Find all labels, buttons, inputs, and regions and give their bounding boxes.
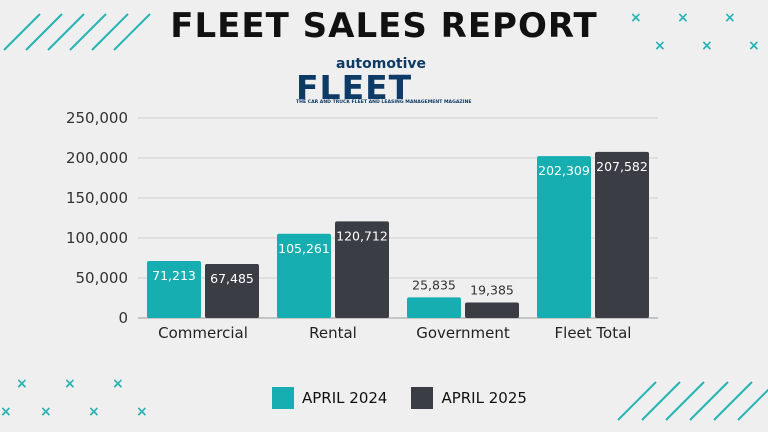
category-label: Rental: [309, 324, 357, 342]
category-label: Commercial: [158, 324, 248, 342]
decor-stripe: [47, 13, 85, 51]
y-tick-label: 250,000: [66, 109, 128, 127]
bar: [335, 221, 389, 318]
x-mark-icon: ×: [677, 10, 689, 26]
x-mark-icon: ×: [16, 376, 28, 392]
legend-swatch-april-2024: [272, 387, 294, 409]
decor-stripe: [617, 381, 657, 421]
bar: [595, 151, 649, 318]
bar: [465, 302, 519, 318]
x-mark-icon: ×: [112, 376, 124, 392]
x-mark-icon: ×: [88, 404, 100, 420]
bar: [147, 261, 201, 318]
y-tick-label: 50,000: [76, 269, 129, 287]
data-label: 25,835: [412, 277, 456, 292]
x-mark-icon: ×: [701, 38, 713, 54]
bar: [277, 233, 331, 318]
x-mark-icon: ×: [724, 10, 736, 26]
legend-swatch-april-2025: [411, 387, 434, 409]
data-label: 105,261: [278, 241, 330, 256]
logo-tagline: THE CAR AND TRUCK FLEET AND LEASING MANA…: [296, 100, 472, 105]
x-mark-icon: ×: [64, 376, 76, 392]
logo-main-text: FLEET: [296, 68, 413, 107]
bar: [407, 297, 461, 318]
automotive-fleet-logo: automotive FLEET THE CAR AND TRUCK FLEET…: [296, 56, 476, 108]
x-mark-icon: ×: [654, 38, 666, 54]
logo-top-text: automotive: [336, 56, 427, 72]
decor-stripe: [25, 13, 63, 51]
data-label: 207,582: [596, 159, 648, 174]
x-mark-icon: ×: [0, 404, 12, 420]
category-label: Fleet Total: [555, 324, 632, 342]
decor-stripe: [641, 381, 681, 421]
decor-stripe: [113, 13, 151, 51]
legend-label-april-2025: APRIL 2025: [441, 389, 527, 407]
bar: [537, 156, 591, 318]
data-label: 67,485: [210, 271, 254, 286]
decor-stripe: [737, 388, 768, 421]
legend-label-april-2024: APRIL 2024: [302, 389, 388, 407]
data-label: 202,309: [538, 163, 590, 178]
bar: [205, 264, 259, 318]
category-label: Government: [416, 324, 510, 342]
x-mark-icon: ×: [748, 38, 760, 54]
x-mark-icon: ×: [630, 10, 642, 26]
data-label: 19,385: [470, 282, 514, 297]
y-tick-label: 150,000: [66, 189, 128, 207]
y-tick-label: 100,000: [66, 229, 128, 247]
x-mark-icon: ×: [40, 404, 52, 420]
data-label: 120,712: [336, 228, 388, 243]
y-tick-label: 200,000: [66, 149, 128, 167]
page-title: FLEET SALES REPORT: [170, 6, 598, 46]
legend: APRIL 2024 APRIL 2025: [272, 387, 551, 409]
decor-stripe: [3, 13, 41, 51]
decor-stripe: [69, 13, 107, 51]
decor-stripe: [665, 381, 705, 421]
decor-stripe: [91, 13, 129, 51]
data-label: 71,213: [152, 268, 196, 283]
decor-stripe: [689, 381, 729, 421]
x-mark-icon: ×: [136, 404, 148, 420]
decor-stripe: [713, 381, 753, 421]
y-tick-label: 0: [118, 309, 128, 327]
